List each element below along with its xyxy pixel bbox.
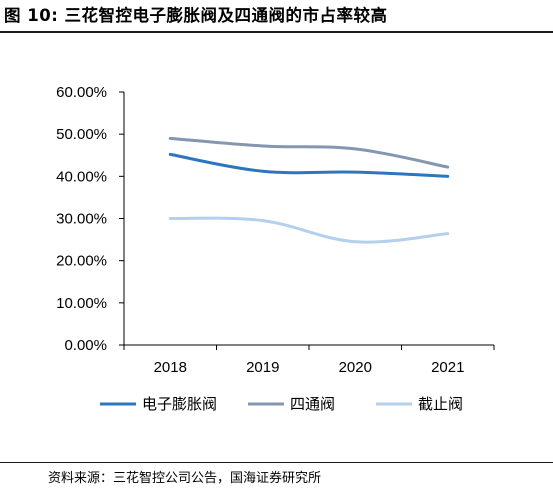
legend-label: 电子膨胀阀 — [142, 395, 217, 413]
y-tick-label: 50.00% — [56, 126, 107, 143]
x-tick-label: 2019 — [246, 359, 279, 376]
x-tick-label: 2018 — [154, 359, 187, 376]
x-axis-ticks: 2018 2019 2020 2021 — [123, 345, 495, 376]
x-tick-label: 2021 — [431, 359, 464, 376]
y-tick-label: 40.00% — [56, 168, 107, 185]
y-tick-label: 30.00% — [56, 211, 107, 228]
y-tick-label: 10.00% — [56, 295, 107, 312]
legend-label: 截止阀 — [418, 395, 463, 413]
top-divider — [0, 31, 553, 33]
series-lines — [168, 136, 450, 244]
series-line — [168, 136, 450, 169]
figure-title: 图 10: 三花智控电子膨胀阀及四通阀的市占率较高 — [4, 6, 388, 25]
legend-label: 四通阀 — [290, 395, 335, 413]
y-tick-label: 0.00% — [64, 337, 107, 354]
y-tick-label: 20.00% — [56, 253, 107, 270]
x-tick-label: 2020 — [339, 359, 372, 376]
y-axis-ticks: 0.00% 10.00% 20.00% 30.00% 40.00% 50.00% 60.00… — [56, 84, 124, 354]
y-tick-label: 60.00% — [56, 84, 107, 101]
chart-legend: 电子膨胀阀 四通阀 截止阀 — [100, 395, 463, 413]
bottom-divider — [0, 462, 553, 463]
source-note: 资料来源：三花智控公司公告，国海证券研究所 — [48, 471, 322, 486]
series-line — [168, 152, 450, 178]
series-line — [168, 216, 450, 244]
